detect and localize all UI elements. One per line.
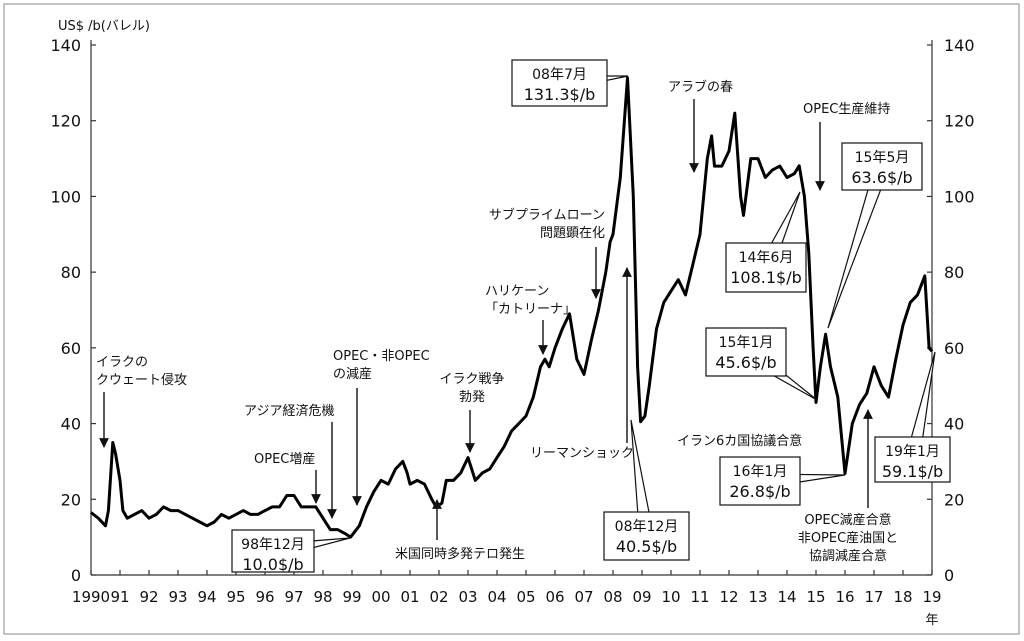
- annotation-text: OPEC減産合意: [804, 512, 891, 528]
- callout-box: [719, 456, 801, 506]
- y2-tick-label: 120: [944, 112, 975, 131]
- callout-box: [231, 529, 315, 573]
- annotation-text: OPEC生産維持: [803, 101, 890, 117]
- x-tick-label: 06: [545, 588, 564, 606]
- annotation-text: 勃発: [459, 390, 485, 405]
- x-tick-label: 00: [371, 588, 390, 606]
- callout-text: 63.6$/b: [851, 168, 912, 187]
- x-tick-label: 14: [777, 588, 796, 606]
- y2-tick-label: 0: [944, 566, 954, 585]
- callout-box: [874, 436, 951, 483]
- callout-text: 08年12月: [615, 519, 679, 535]
- callout-text: 26.8$/b: [729, 482, 790, 501]
- x-tick-label: 15: [806, 588, 825, 606]
- annotation-text: OPEC増産: [254, 451, 315, 467]
- x-tick-label: 19: [922, 588, 941, 606]
- annotation-text: 非OPEC産油国と: [798, 530, 898, 546]
- callout-text: 14年6月: [739, 250, 794, 266]
- annotation-text: 問題顕在化: [540, 226, 605, 241]
- annotation-text: イラクの: [96, 355, 148, 370]
- callout-box: [603, 511, 690, 561]
- annotation-text: OPEC・非OPEC: [333, 349, 430, 364]
- y2-tick-label: 80: [944, 263, 964, 282]
- price-line: [90, 76, 934, 539]
- callout-text: 08年7月: [532, 67, 587, 83]
- x-tick-label: 18: [893, 588, 912, 606]
- y-tick-label: 0: [71, 566, 81, 585]
- callout-text: 19年1月: [885, 444, 940, 460]
- x-tick-label: 03: [458, 588, 477, 606]
- callout-text: 98年12月: [241, 537, 305, 553]
- annotation-text: イラン6カ国協議合意: [677, 433, 802, 449]
- annotation-text: クウェート侵攻: [96, 372, 187, 388]
- callout-text: 45.6$/b: [715, 353, 776, 372]
- x-tick-label: 08: [603, 588, 622, 606]
- x-tick-label: 16: [835, 588, 854, 606]
- x-tick-label: 11: [690, 588, 709, 606]
- annotation-text: イラク戦争: [439, 372, 504, 387]
- annotation-text: ハリケーン: [485, 284, 549, 299]
- callout-text: 40.5$/b: [616, 537, 677, 556]
- x-tick-label: 99: [342, 588, 361, 606]
- x-tick-label: 94: [197, 588, 216, 606]
- annotation-text: アラブの春: [668, 79, 733, 95]
- x-tick-label: 97: [284, 588, 303, 606]
- x-tick-label: 93: [168, 588, 187, 606]
- callout-text: 131.3$/b: [524, 85, 596, 104]
- callout-box: [705, 327, 787, 377]
- x-tick-label: 01: [400, 588, 419, 606]
- x-tick-label: 1990: [72, 588, 110, 606]
- y-tick-label: 80: [61, 263, 81, 282]
- x-tick-label: 98: [313, 588, 332, 606]
- callout-text: 10.0$/b: [242, 555, 303, 574]
- y-tick-label: 40: [61, 415, 81, 434]
- callout-text: 15年5月: [855, 150, 910, 166]
- y2-tick-label: 40: [944, 415, 964, 434]
- x-tick-label: 92: [139, 588, 158, 606]
- y-tick-label: 20: [61, 490, 81, 509]
- callout-box: [841, 142, 923, 191]
- callout-text: 59.1$/b: [882, 462, 943, 481]
- x-tick-label: 05: [516, 588, 535, 606]
- frame: [3, 3, 1020, 635]
- x-tick-label: 10: [661, 588, 680, 606]
- y-tick-label: 140: [50, 36, 81, 55]
- x-tick-label: 95: [226, 588, 245, 606]
- x-tick-label: 02: [429, 588, 448, 606]
- annotation-text: リーマンショック: [530, 446, 634, 461]
- annotation-text: サブプライムローン: [489, 207, 605, 223]
- x-tick-label: 91: [110, 588, 129, 606]
- callout-box: [725, 242, 807, 293]
- x-tick-label: 09: [632, 588, 651, 606]
- callout-text: 15年1月: [719, 335, 774, 351]
- x-tick-label: 17: [864, 588, 883, 606]
- x-tick-label: 04: [487, 588, 506, 606]
- x-tick-label: 13: [748, 588, 767, 606]
- y-unit-label: US$ /b(バレル): [58, 19, 150, 34]
- x-tick-label: 96: [255, 588, 274, 606]
- y-tick-label: 120: [50, 112, 81, 131]
- annotation-text: アジア経済危機: [244, 403, 334, 419]
- callout-box: [511, 59, 608, 107]
- y2-tick-label: 60: [944, 339, 964, 358]
- callout-text: 16年1月: [733, 464, 788, 480]
- annotation-text: 協調減産合意: [809, 548, 887, 564]
- y2-tick-label: 100: [944, 187, 975, 206]
- annotation-text: 「カトリーナ」: [485, 302, 576, 317]
- callout-text: 108.1$/b: [730, 268, 802, 287]
- annotation-text: の減産: [333, 366, 372, 382]
- x-unit-label: 年: [925, 613, 938, 628]
- y2-tick-label: 20: [944, 490, 964, 509]
- x-tick-label: 07: [574, 588, 593, 606]
- x-tick-label: 12: [719, 588, 738, 606]
- y-tick-label: 100: [50, 187, 81, 206]
- y2-tick-label: 140: [944, 36, 975, 55]
- y-tick-label: 60: [61, 339, 81, 358]
- annotation-text: 米国同時多発テロ発生: [395, 546, 525, 562]
